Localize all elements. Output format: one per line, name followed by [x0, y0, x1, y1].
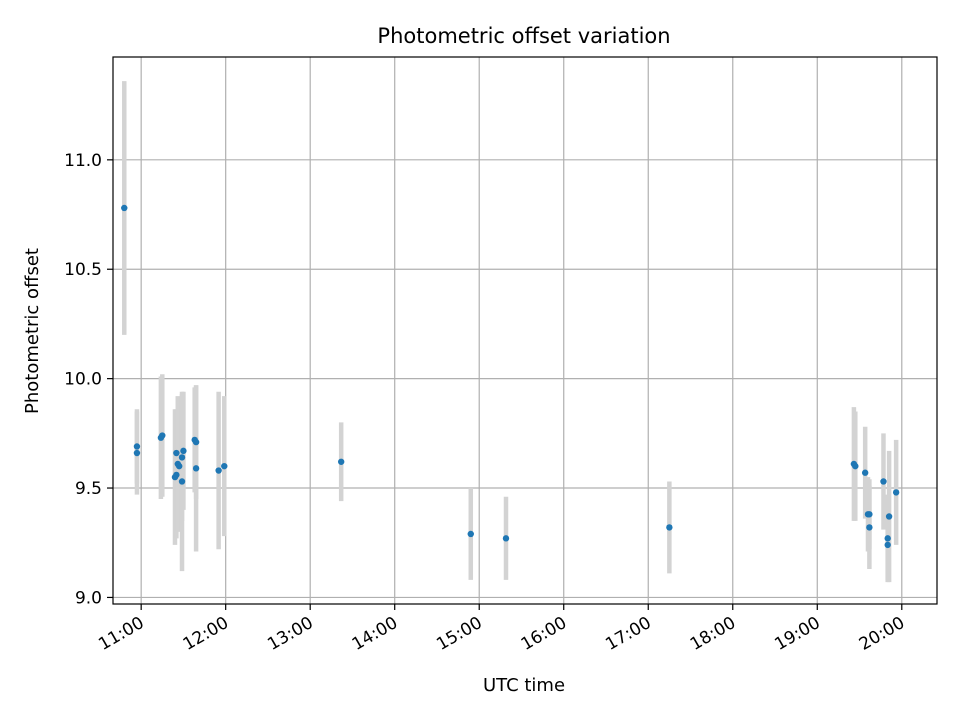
- data-point: [176, 462, 183, 470]
- data-point: [192, 465, 200, 472]
- error-bars: [122, 81, 899, 583]
- data-point: [866, 511, 873, 518]
- data-point: [173, 471, 180, 479]
- x-tick-label: 15:00: [433, 613, 485, 655]
- data-point: [880, 478, 887, 485]
- data-point: [180, 447, 187, 455]
- grid: [113, 57, 937, 604]
- data-point: [861, 469, 869, 476]
- y-tick-label: 11.0: [64, 151, 102, 171]
- data-point: [121, 204, 128, 212]
- data-point: [852, 462, 859, 470]
- x-axis-ticks: 11:00 12:00 13:00 14:00 15:00 16:00 17:00 18:00…: [95, 604, 908, 655]
- data-point: [133, 443, 141, 450]
- x-tick-label: 18:00: [687, 613, 739, 655]
- data-point: [173, 449, 180, 457]
- x-tick-label: 14:00: [349, 613, 401, 655]
- y-tick-label: 10.5: [64, 260, 102, 280]
- y-tick-label: 9.5: [75, 479, 102, 499]
- data-point: [178, 454, 186, 461]
- data-point: [666, 524, 673, 531]
- y-axis-ticks: 9.0 9.5 10.0 10.5 11.0: [64, 151, 113, 608]
- x-tick-label: 16:00: [518, 613, 570, 655]
- x-tick-label: 12:00: [180, 613, 232, 655]
- data-point: [159, 432, 166, 439]
- data-point: [884, 541, 891, 549]
- x-tick-label: 13:00: [264, 613, 316, 655]
- y-axis-label: Photometric offset: [22, 248, 43, 414]
- x-tick-label: 19:00: [771, 613, 823, 655]
- data-points: [121, 204, 900, 549]
- data-point: [885, 513, 893, 520]
- plot-frame: [112, 56, 938, 605]
- x-tick-label: 20:00: [856, 613, 908, 655]
- data-point: [337, 458, 345, 465]
- data-point: [215, 467, 222, 474]
- data-point: [502, 535, 510, 542]
- y-tick-label: 9.0: [75, 588, 102, 608]
- x-axis-label: UTC time: [483, 675, 565, 696]
- y-tick-label: 10.0: [64, 370, 102, 390]
- data-point: [178, 478, 186, 485]
- data-point: [192, 438, 200, 446]
- data-point: [221, 462, 228, 470]
- data-point: [884, 535, 891, 542]
- data-point: [866, 524, 873, 531]
- data-point: [892, 489, 900, 496]
- chart-title: Photometric offset variation: [377, 24, 670, 48]
- x-tick-label: 17:00: [602, 613, 654, 655]
- x-tick-label: 11:00: [95, 613, 147, 655]
- data-point: [133, 449, 141, 457]
- data-point: [467, 530, 474, 538]
